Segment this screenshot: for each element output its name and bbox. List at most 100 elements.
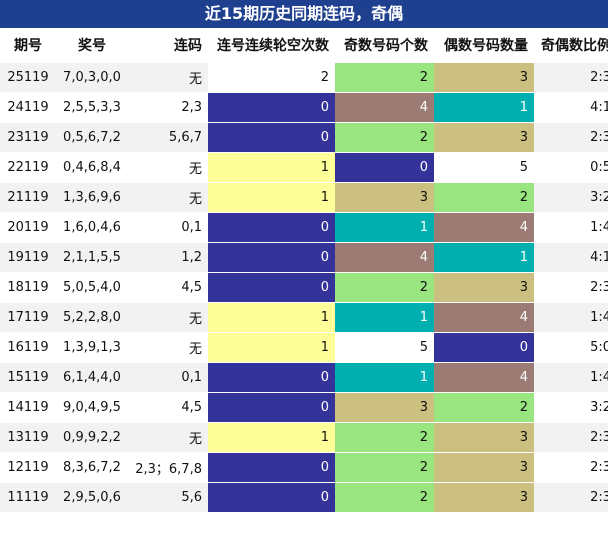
cell-even: 5 xyxy=(434,152,534,183)
cell-ratio: 5:0 xyxy=(534,332,608,363)
cell-draw: 1,3,6,9,6 xyxy=(56,182,128,213)
cell-draw: 2,9,5,0,6 xyxy=(56,482,128,513)
cell-issue: 18119 xyxy=(0,272,56,303)
cell-odd: 3 xyxy=(335,392,434,423)
cell-ratio: 3:2 xyxy=(534,392,608,423)
cell-draw: 1,6,0,4,6 xyxy=(56,212,128,243)
page-title: 近15期历史同期连码，奇偶 xyxy=(0,0,608,28)
cell-consec: 0,1 xyxy=(128,212,208,243)
cell-gap: 0 xyxy=(208,362,335,393)
cell-issue: 11119 xyxy=(0,482,56,513)
cell-ratio: 2:3 xyxy=(534,452,608,483)
cell-ratio: 2:3 xyxy=(534,62,608,93)
cell-consec: 无 xyxy=(128,152,208,183)
cell-consec: 无 xyxy=(128,182,208,213)
cell-draw: 7,0,3,0,0 xyxy=(56,62,128,93)
cell-odd: 5 xyxy=(335,332,434,363)
header-draw: 奖号 xyxy=(56,28,128,63)
cell-gap: 0 xyxy=(208,392,335,423)
cell-odd: 1 xyxy=(335,302,434,333)
header-ratio: 奇偶数比例 xyxy=(534,28,608,63)
cell-even: 2 xyxy=(434,392,534,423)
cell-consec: 4,5 xyxy=(128,272,208,303)
cell-consec: 0,1 xyxy=(128,362,208,393)
cell-even: 3 xyxy=(434,272,534,303)
cell-gap: 2 xyxy=(208,62,335,93)
cell-ratio: 1:4 xyxy=(534,302,608,333)
cell-draw: 0,5,6,7,2 xyxy=(56,122,128,153)
cell-issue: 19119 xyxy=(0,242,56,273)
cell-odd: 1 xyxy=(335,362,434,393)
cell-consec: 4,5 xyxy=(128,392,208,423)
history-table: 期号 奖号 连码 连号连续轮空次数 奇数号码个数 偶数号码数量 奇偶数比例 25… xyxy=(0,28,608,513)
cell-issue: 12119 xyxy=(0,452,56,483)
cell-issue: 15119 xyxy=(0,362,56,393)
cell-consec: 无 xyxy=(128,332,208,363)
cell-draw: 5,2,2,8,0 xyxy=(56,302,128,333)
cell-odd: 2 xyxy=(335,422,434,453)
cell-even: 3 xyxy=(434,482,534,513)
cell-ratio: 2:3 xyxy=(534,482,608,513)
cell-even: 3 xyxy=(434,452,534,483)
header-issue: 期号 xyxy=(0,28,56,63)
cell-even: 3 xyxy=(434,62,534,93)
cell-issue: 23119 xyxy=(0,122,56,153)
header-gap: 连号连续轮空次数 xyxy=(208,28,335,63)
cell-ratio: 0:5 xyxy=(534,152,608,183)
cell-consec: 2,3；6,7,8 xyxy=(128,452,208,483)
cell-odd: 2 xyxy=(335,122,434,153)
cell-draw: 1,3,9,1,3 xyxy=(56,332,128,363)
cell-even: 4 xyxy=(434,362,534,393)
cell-odd: 2 xyxy=(335,62,434,93)
cell-odd: 0 xyxy=(335,152,434,183)
cell-draw: 5,0,5,4,0 xyxy=(56,272,128,303)
cell-even: 0 xyxy=(434,332,534,363)
cell-consec: 1,2 xyxy=(128,242,208,273)
cell-consec: 5,6,7 xyxy=(128,122,208,153)
cell-gap: 0 xyxy=(208,122,335,153)
header-row: 期号 奖号 连码 连号连续轮空次数 奇数号码个数 偶数号码数量 奇偶数比例 xyxy=(0,28,608,63)
cell-gap: 0 xyxy=(208,212,335,243)
cell-gap: 0 xyxy=(208,242,335,273)
cell-draw: 6,1,4,4,0 xyxy=(56,362,128,393)
cell-odd: 2 xyxy=(335,452,434,483)
cell-draw: 0,4,6,8,4 xyxy=(56,152,128,183)
cell-gap: 1 xyxy=(208,182,335,213)
cell-consec: 5,6 xyxy=(128,482,208,513)
cell-gap: 1 xyxy=(208,332,335,363)
cell-ratio: 3:2 xyxy=(534,182,608,213)
header-even: 偶数号码数量 xyxy=(434,28,534,63)
cell-gap: 0 xyxy=(208,482,335,513)
cell-ratio: 4:1 xyxy=(534,242,608,273)
cell-ratio: 2:3 xyxy=(534,422,608,453)
cell-draw: 2,1,1,5,5 xyxy=(56,242,128,273)
cell-consec: 2,3 xyxy=(128,92,208,123)
cell-odd: 1 xyxy=(335,212,434,243)
cell-issue: 17119 xyxy=(0,302,56,333)
cell-issue: 25119 xyxy=(0,62,56,93)
cell-even: 4 xyxy=(434,212,534,243)
cell-issue: 16119 xyxy=(0,332,56,363)
cell-gap: 1 xyxy=(208,152,335,183)
cell-draw: 2,5,5,3,3 xyxy=(56,92,128,123)
cell-even: 1 xyxy=(434,92,534,123)
cell-gap: 1 xyxy=(208,422,335,453)
cell-draw: 8,3,6,7,2 xyxy=(56,452,128,483)
cell-gap: 0 xyxy=(208,92,335,123)
cell-issue: 20119 xyxy=(0,212,56,243)
table-body: 251197,0,3,0,0无2232:3241192,5,5,3,32,304… xyxy=(0,62,608,513)
cell-gap: 0 xyxy=(208,272,335,303)
cell-consec: 无 xyxy=(128,422,208,453)
cell-ratio: 2:3 xyxy=(534,122,608,153)
